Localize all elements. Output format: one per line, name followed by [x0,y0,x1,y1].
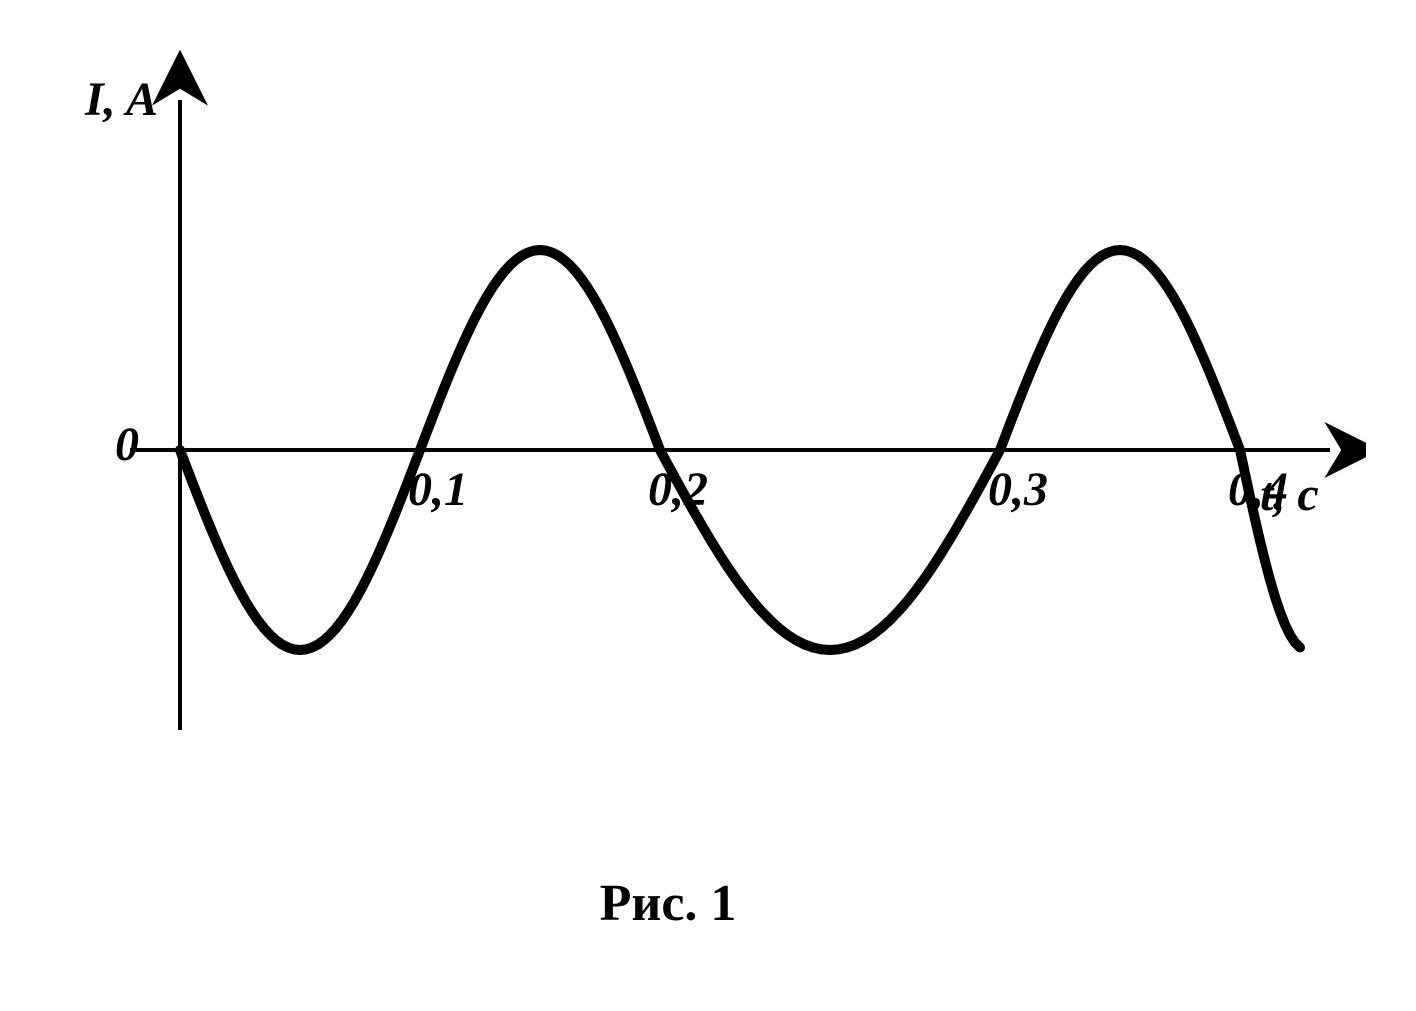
chart-container: I, At, c00,10,20,30,4Рис. 1 [50,50,1366,961]
y-axis-label: I, A [84,73,158,126]
figure-caption: Рис. 1 [600,875,737,932]
x-tick-label: 0,3 [988,463,1048,516]
sine-wave-chart: I, At, c00,10,20,30,4Рис. 1 [50,50,1366,970]
x-tick-label: 0,4 [1228,463,1288,516]
origin-label: 0 [115,418,139,471]
